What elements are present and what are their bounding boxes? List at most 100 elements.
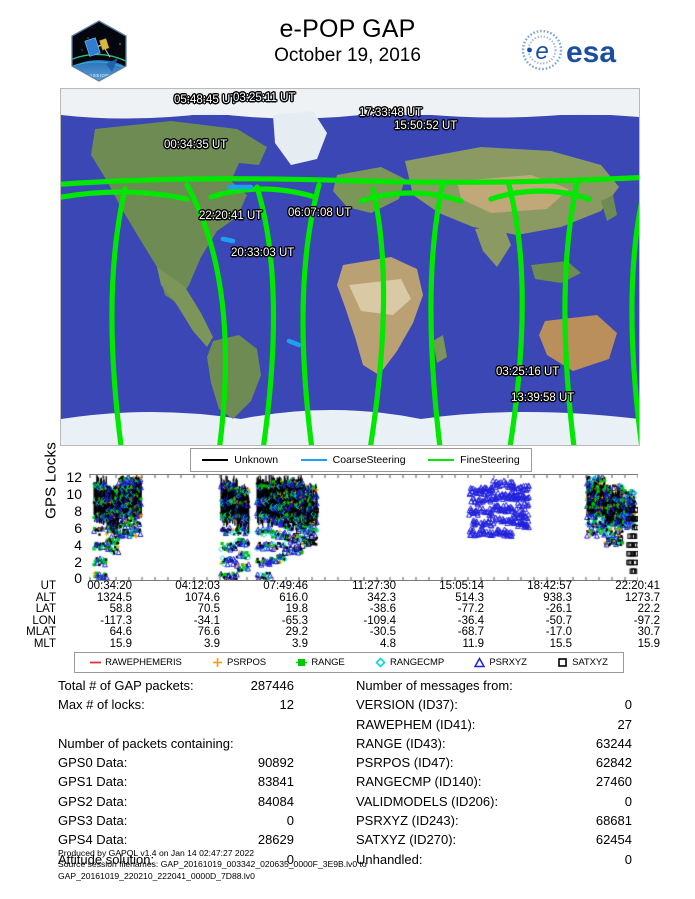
row-label: LON (32, 614, 56, 627)
cell: -36.4 (457, 614, 484, 627)
stat-row-validmodels: VALIDMODELS (ID206): 0 (356, 794, 656, 813)
stat-value: 0 (286, 813, 294, 829)
stat-label: GPS2 Data: (58, 793, 128, 809)
stat-value: 84084 (257, 793, 294, 809)
stat-label: RANGE (ID43): (356, 735, 446, 751)
cell: 514.3 (455, 591, 484, 604)
cell: 11:27:30 (352, 580, 396, 592)
y-tick: 4 (74, 537, 82, 553)
stat-label: VALIDMODELS (ID206): (356, 793, 499, 809)
message-type-legend: RAWEPHEMERIS PSRPOS RANGE RANGECMP PSRXY… (74, 652, 624, 673)
section-label: Number of packets containing: (58, 735, 234, 751)
legend-label: SATXYZ (572, 657, 608, 668)
cell: -65.3 (281, 614, 308, 627)
stat-row-gps1: GPS1 Data: 83841 (58, 774, 348, 793)
table-row: MLT 15.9 3.9 3.9 4.8 11.9 15.5 15.9 (0, 638, 695, 650)
row-label: LAT (35, 603, 56, 616)
cell: 1273.7 (624, 591, 660, 604)
cell: -30.5 (369, 626, 396, 639)
legend-label: RANGE (311, 657, 345, 668)
stat-row-unhandled: Unhandled: 0 (356, 852, 656, 871)
legend-label: FineSteering (460, 454, 520, 466)
esa-logo-text: esa (566, 36, 616, 69)
stat-value: 83841 (257, 774, 294, 790)
stat-label: GPS1 Data: (58, 774, 128, 790)
page-header: CASSIOPE e-POP GAP October 19, 2016 e es… (0, 0, 695, 88)
ephemeris-table: UT 00:34:20 04:12:03 07:49:46 11:27:30 1… (0, 580, 695, 650)
stat-value: 28629 (257, 832, 294, 848)
legend-item-range: RANGE (296, 657, 345, 668)
cell: 22:20:41 (615, 580, 660, 592)
legend-label: Unknown (234, 454, 279, 466)
stat-label: VERSION (ID37): (356, 697, 458, 713)
stat-label: Attitude solution: (58, 851, 155, 867)
section-label: Number of messages from: (356, 678, 513, 693)
y-tick: 6 (74, 520, 82, 536)
stat-section-header-messages: Number of messages from: (356, 678, 656, 697)
cell: 15.9 (637, 637, 660, 650)
legend-label: RAWEPHEMERIS (105, 657, 182, 668)
svg-text:e: e (535, 38, 548, 65)
table-row: LON -117.3 -34.1 -65.3 -109.4 -36.4 -50.… (0, 615, 695, 627)
legend-label: PSRPOS (227, 657, 267, 668)
stat-value: 68681 (595, 813, 632, 829)
cell: 00:34:20 (87, 580, 132, 592)
footer-line-source-files-2: GAP_20161019_220210_222041_0000D_7D88.lv… (58, 870, 255, 881)
stat-label: Total # of GAP packets: (58, 678, 194, 693)
stat-value: 0 (624, 851, 632, 867)
title-block: e-POP GAP October 19, 2016 (0, 16, 695, 68)
statistics-right-column: Number of messages from: VERSION (ID37):… (356, 678, 656, 871)
cell: 342.3 (367, 591, 396, 604)
cell: -109.4 (363, 614, 396, 627)
open-square-marker-icon (557, 657, 568, 668)
cell: -117.3 (100, 614, 132, 627)
cell: 1074.6 (184, 591, 220, 604)
y-tick: 8 (74, 503, 82, 519)
stat-row-gps0: GPS0 Data: 90892 (58, 755, 348, 774)
stat-row-gps3: GPS3 Data: 0 (58, 813, 348, 832)
diamond-marker-icon (375, 657, 386, 668)
stat-label: RAWEPHEM (ID41): (356, 716, 476, 732)
stat-row-gps2: GPS2 Data: 84084 (58, 794, 348, 813)
legend-item-rawephemeris: RAWEPHEMERIS (90, 657, 182, 668)
cell: 07:49:46 (263, 580, 308, 592)
y-tick: 12 (66, 469, 82, 485)
footer-provenance: Produced by GAPQL v1.4 on Jan 14 02:47:2… (58, 848, 658, 882)
gps-locks-plot (89, 474, 638, 581)
stat-value: 90892 (257, 755, 294, 771)
stat-row-psrxyz: PSRXYZ (ID243): 68681 (356, 813, 656, 832)
stat-value: 0 (624, 793, 632, 809)
cell: 15:05:14 (439, 580, 484, 592)
plus-marker-icon (212, 657, 223, 668)
stat-label: PSRPOS (ID47): (356, 755, 454, 771)
stat-value: 12 (279, 697, 294, 713)
legend-item-psrpos: PSRPOS (212, 657, 266, 668)
cell: 3.9 (204, 637, 220, 650)
cell: -34.1 (193, 614, 220, 627)
triangle-marker-icon (474, 656, 486, 668)
cell: -17.0 (545, 626, 572, 639)
cell: 11.9 (462, 637, 484, 650)
statistics-left-column: Total # of GAP packets: 287446 Max # of … (58, 678, 348, 871)
table-row: MLAT 64.6 76.6 29.2 -30.5 -68.7 -17.0 30… (0, 626, 695, 638)
stat-label: GPS3 Data: (58, 813, 128, 829)
square-marker-icon (296, 657, 308, 668)
stat-value: 287446 (250, 678, 294, 693)
stat-value: 0 (286, 851, 294, 867)
cell: -77.2 (457, 603, 484, 616)
world-map-panel: 05:48:45 UT 03:25:11 UT 17:33:48 UT 15:5… (60, 88, 640, 446)
y-tick: 2 (74, 554, 82, 570)
row-label: MLAT (26, 626, 56, 639)
stat-value: 0 (624, 697, 632, 713)
page-title: e-POP GAP (279, 15, 416, 43)
cell: -50.7 (545, 614, 572, 627)
stat-label: RANGECMP (ID140): (356, 774, 482, 790)
row-label: UT (40, 580, 56, 592)
map-steering-legend: Unknown CoarseSteering FineSteering (190, 448, 532, 472)
legend-item-satxyz: SATXYZ (557, 657, 608, 668)
cell: -26.1 (545, 603, 572, 616)
cell: 64.6 (109, 626, 132, 639)
stat-row-psrpos: PSRPOS (ID47): 62842 (356, 755, 656, 774)
cell: 76.6 (197, 626, 220, 639)
stat-label: GPS0 Data: (58, 755, 128, 771)
